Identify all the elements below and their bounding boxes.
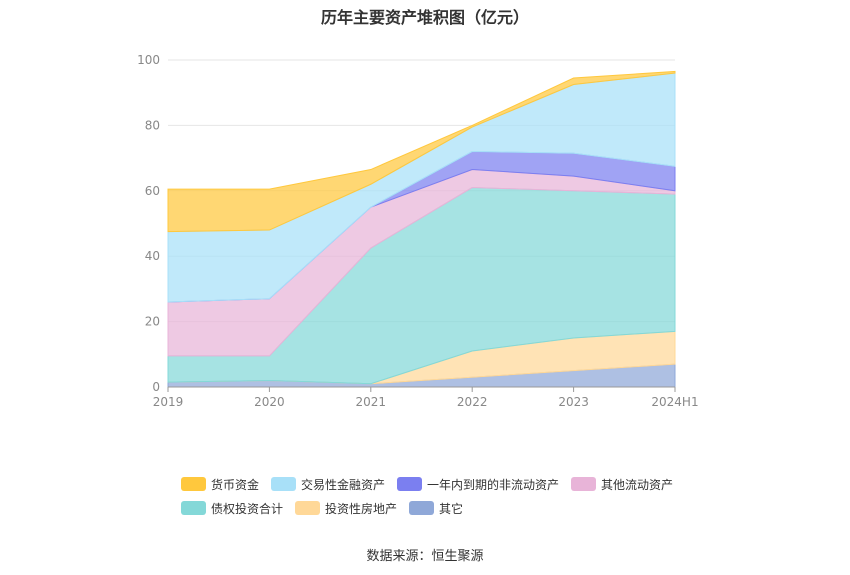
y-tick-label: 20 [145,315,160,329]
x-tick-label: 2019 [153,395,184,409]
x-tick-label: 2020 [254,395,285,409]
x-tick-label: 2021 [356,395,387,409]
x-tick-label: 2024H1 [651,395,698,409]
legend-label: 债权投资合计 [211,501,284,516]
legend-label: 投资性房地产 [325,501,398,516]
legend-label: 交易性金融资产 [301,477,386,492]
legend-swatch [181,477,206,491]
y-tick-label: 0 [152,380,160,394]
legend-swatch [181,501,206,515]
legend-item[interactable]: 货币资金 [181,476,259,493]
x-tick-label: 2022 [457,395,488,409]
legend-label: 货币资金 [211,477,260,492]
data-source: 数据来源：恒生聚源 [366,549,484,564]
legend-label: 其他流动资产 [601,477,674,492]
legend-swatch [271,477,297,491]
legend-label: 一年内到期的非流动资产 [427,477,560,492]
legend-swatch [571,477,597,491]
x-tick-label: 2023 [558,395,589,409]
y-tick-label: 100 [137,53,160,67]
axes: 0 20 40 60 80 100 2019 2020 2021 2022 2023 2024H1 [137,53,699,409]
area-货币资金 [167,70,676,233]
stacked-area-chart: 0 20 40 60 80 100 2019 2020 2021 2022 2023 2024H1 [137,53,699,409]
legend-item[interactable]: 其它 [409,500,463,517]
area-series [167,70,676,388]
legend-item[interactable]: 投资性房地产 [295,500,397,517]
legend-item[interactable]: 交易性金融资产 [271,476,385,493]
legend: 货币资金 交易性金融资产 一年内到期的非流动资产 其他流动资产债权投资合计 投资性房地产… [181,472,741,520]
legend-item[interactable]: 其他流动资产 [571,476,673,493]
legend-item[interactable]: 一年内到期的非流动资产 [397,476,559,493]
chart-title: 历年主要资产堆积图（亿元） [320,8,529,27]
y-tick-label: 60 [145,184,160,198]
legend-swatch [295,501,321,515]
legend-swatch [409,501,435,515]
y-tick-label: 80 [145,118,160,132]
legend-swatch [397,477,423,491]
legend-row: 债权投资合计 投资性房地产 其它 [181,496,741,520]
legend-row: 货币资金 交易性金融资产 一年内到期的非流动资产 其他流动资产 [181,472,741,496]
legend-label: 其它 [439,501,464,516]
legend-item[interactable]: 债权投资合计 [181,500,283,517]
y-tick-label: 40 [145,249,160,263]
